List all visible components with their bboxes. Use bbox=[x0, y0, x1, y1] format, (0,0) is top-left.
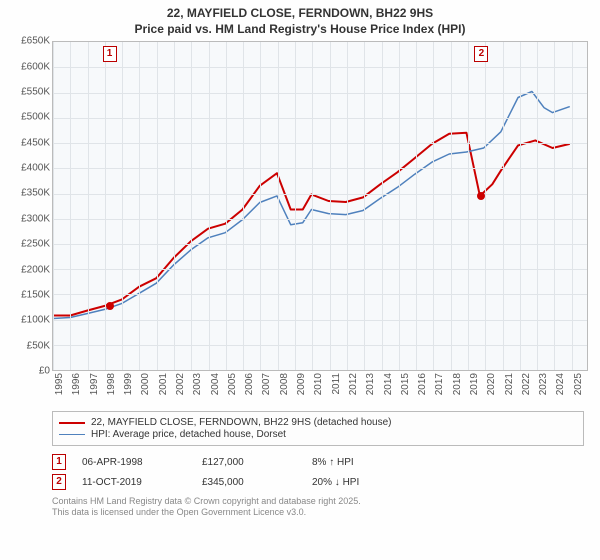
x-tick: 2017 bbox=[434, 373, 445, 395]
x-tick: 2007 bbox=[261, 373, 272, 395]
sale-price-2: £345,000 bbox=[202, 477, 312, 488]
y-tick: £350K bbox=[21, 188, 50, 199]
legend: 22, MAYFIELD CLOSE, FERNDOWN, BH22 9HS (… bbox=[52, 411, 584, 446]
y-tick: £50K bbox=[27, 340, 50, 351]
x-tick: 2000 bbox=[140, 373, 151, 395]
x-tick: 1996 bbox=[71, 373, 82, 395]
chart-area: £0 £50K £100K £150K £200K £250K £300K £350K £400… bbox=[8, 41, 592, 411]
y-tick: £600K bbox=[21, 61, 50, 72]
x-tick: 2024 bbox=[555, 373, 566, 395]
x-tick: 2005 bbox=[227, 373, 238, 395]
x-tick: 2020 bbox=[486, 373, 497, 395]
x-tick: 1995 bbox=[54, 373, 65, 395]
y-tick: £200K bbox=[21, 264, 50, 275]
legend-label-property: 22, MAYFIELD CLOSE, FERNDOWN, BH22 9HS (… bbox=[91, 417, 391, 428]
y-axis: £0£50K£100K£150K£200K£250K£300K£350K£400… bbox=[8, 41, 52, 371]
y-tick: £250K bbox=[21, 239, 50, 250]
marker-box-1: 1 bbox=[103, 46, 117, 62]
x-tick: 2004 bbox=[210, 373, 221, 395]
x-tick: 2009 bbox=[296, 373, 307, 395]
x-tick: 2003 bbox=[192, 373, 203, 395]
x-tick: 2011 bbox=[331, 373, 342, 395]
legend-swatch-hpi bbox=[59, 434, 85, 435]
x-tick: 2012 bbox=[348, 373, 359, 395]
x-tick: 1997 bbox=[89, 373, 100, 395]
x-tick: 2018 bbox=[452, 373, 463, 395]
x-tick: 1998 bbox=[106, 373, 117, 395]
y-tick: £100K bbox=[21, 315, 50, 326]
legend-label-hpi: HPI: Average price, detached house, Dors… bbox=[91, 429, 286, 440]
sale-delta-1: 8% ↑ HPI bbox=[312, 457, 452, 468]
legend-swatch-property bbox=[59, 422, 85, 424]
sale-point-2 bbox=[477, 192, 485, 200]
plot-area: 12 bbox=[52, 41, 588, 371]
legend-row-hpi: HPI: Average price, detached house, Dors… bbox=[59, 429, 577, 440]
sale-point-1 bbox=[106, 302, 114, 310]
x-tick: 2015 bbox=[400, 373, 411, 395]
x-tick: 2014 bbox=[383, 373, 394, 395]
chart-title-line1: 22, MAYFIELD CLOSE, FERNDOWN, BH22 9HS bbox=[8, 6, 592, 22]
y-tick: £400K bbox=[21, 163, 50, 174]
y-tick: £500K bbox=[21, 112, 50, 123]
sale-marker-1: 1 bbox=[52, 454, 66, 470]
footer-line1: Contains HM Land Registry data © Crown c… bbox=[52, 496, 584, 507]
y-tick: £450K bbox=[21, 137, 50, 148]
x-tick: 1999 bbox=[123, 373, 134, 395]
x-tick: 2008 bbox=[279, 373, 290, 395]
sale-delta-2: 20% ↓ HPI bbox=[312, 477, 452, 488]
x-tick: 2016 bbox=[417, 373, 428, 395]
y-tick: £150K bbox=[21, 290, 50, 301]
marker-box-2: 2 bbox=[474, 46, 488, 62]
x-tick: 2001 bbox=[158, 373, 169, 395]
y-tick: £650K bbox=[21, 36, 50, 47]
y-tick: £300K bbox=[21, 213, 50, 224]
y-tick: £550K bbox=[21, 86, 50, 97]
x-tick: 2022 bbox=[521, 373, 532, 395]
legend-row-property: 22, MAYFIELD CLOSE, FERNDOWN, BH22 9HS (… bbox=[59, 417, 577, 428]
x-tick: 2023 bbox=[538, 373, 549, 395]
footer-line2: This data is licensed under the Open Gov… bbox=[52, 507, 584, 518]
sale-date-2: 11-OCT-2019 bbox=[82, 477, 202, 488]
sale-row: 2 11-OCT-2019 £345,000 20% ↓ HPI bbox=[52, 472, 584, 492]
x-tick: 2025 bbox=[573, 373, 584, 395]
sale-marker-2: 2 bbox=[52, 474, 66, 490]
footer: Contains HM Land Registry data © Crown c… bbox=[52, 496, 584, 518]
series-svg bbox=[53, 42, 587, 370]
y-tick: £0 bbox=[39, 366, 50, 377]
chart-container: 22, MAYFIELD CLOSE, FERNDOWN, BH22 9HS P… bbox=[0, 0, 600, 560]
x-axis: 1995 1996 1997 1998 1999 2000 2001 2002 2003 2004… bbox=[52, 371, 588, 411]
x-tick: 2006 bbox=[244, 373, 255, 395]
x-tick: 2019 bbox=[469, 373, 480, 395]
sales-table: 1 06-APR-1998 £127,000 8% ↑ HPI 2 11-OCT… bbox=[52, 452, 584, 492]
x-tick: 2021 bbox=[504, 373, 515, 395]
chart-title-line2: Price paid vs. HM Land Registry's House … bbox=[8, 22, 592, 38]
x-tick: 2010 bbox=[313, 373, 324, 395]
x-tick: 2002 bbox=[175, 373, 186, 395]
x-tick: 2013 bbox=[365, 373, 376, 395]
sale-date-1: 06-APR-1998 bbox=[82, 457, 202, 468]
sale-row: 1 06-APR-1998 £127,000 8% ↑ HPI bbox=[52, 452, 584, 472]
sale-price-1: £127,000 bbox=[202, 457, 312, 468]
